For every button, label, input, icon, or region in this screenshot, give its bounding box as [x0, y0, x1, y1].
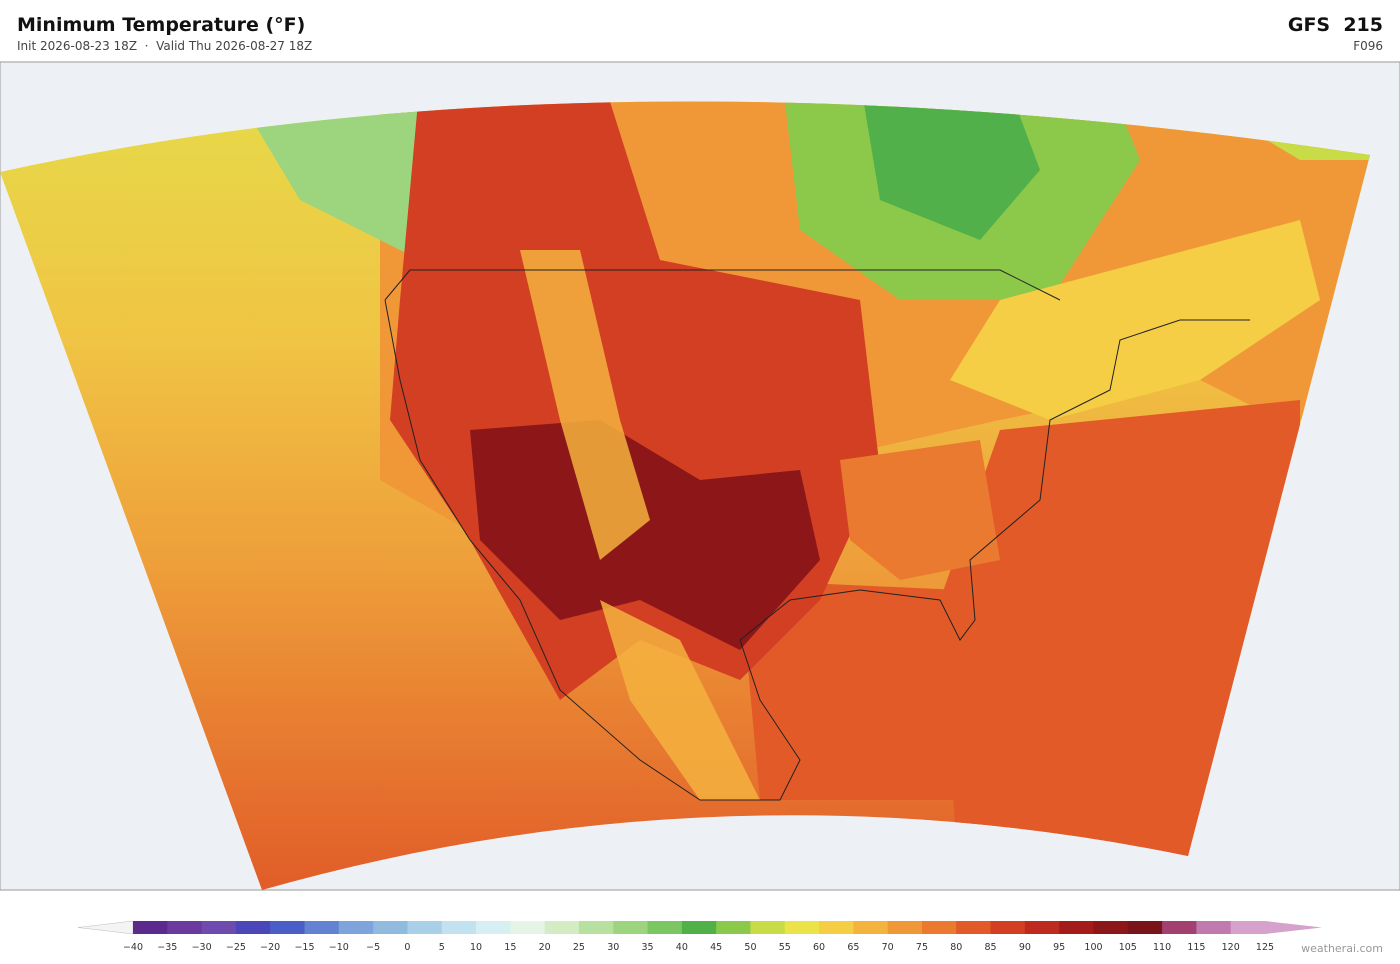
color-segment	[476, 921, 511, 934]
colorbar-label: 55	[779, 942, 791, 953]
colorbar-label: 30	[607, 942, 619, 953]
colorbar-label: 0	[404, 942, 410, 953]
colorbar-label: 120	[1222, 942, 1240, 953]
color-segment	[338, 921, 374, 934]
colorbar-label: 65	[847, 942, 859, 953]
colorbar-label: −35	[157, 942, 177, 953]
colorbar-label: 110	[1153, 942, 1171, 953]
color-segment	[716, 921, 751, 934]
colorbar-label: 40	[676, 942, 688, 953]
colorbar-label: 125	[1256, 942, 1274, 953]
colorbar-label: 95	[1053, 942, 1065, 953]
colorbar-label: 15	[504, 942, 516, 953]
colorbar: −40 −35 −30 −25 −20 −15 −10 −5 0 5 10 15 20 25 30 35 40 4…	[77, 920, 1322, 953]
colorbar-over	[1265, 921, 1322, 934]
color-segment	[270, 921, 306, 934]
colorbar-label: 35	[641, 942, 653, 953]
coastline	[384, 269, 1250, 801]
temperature-field	[0, 101, 1370, 890]
subtitle: Init 2026-08-23 18Z · Valid Thu 2026-08-…	[17, 39, 313, 53]
color-segment	[853, 921, 889, 934]
colorbar-label: 80	[950, 942, 962, 953]
colorbar-label: −40	[123, 942, 143, 953]
forecast-hour: F096	[1353, 39, 1383, 53]
color-segment	[887, 921, 923, 934]
color-segment	[647, 921, 683, 934]
colorbar-label: 90	[1019, 942, 1031, 953]
colorbar-label: 5	[439, 942, 445, 953]
colorbar-label: −5	[366, 942, 380, 953]
color-segment	[681, 921, 717, 934]
colorbar-label: −30	[192, 942, 212, 953]
color-segment	[1196, 921, 1232, 934]
colorbar-label: 85	[985, 942, 997, 953]
color-segment	[750, 921, 786, 934]
colorbar-label: 105	[1119, 942, 1137, 953]
color-segment	[1024, 921, 1060, 934]
color-segment	[235, 921, 271, 934]
color-segment	[441, 921, 477, 934]
color-segment	[510, 921, 546, 934]
color-segment	[921, 921, 957, 934]
color-segment	[167, 921, 203, 934]
color-segment	[133, 921, 168, 934]
colorbar-label: 70	[882, 942, 894, 953]
colorbar-label: 20	[539, 942, 551, 953]
color-segment	[956, 921, 992, 934]
colorbar-label: 10	[470, 942, 482, 953]
colorbar-label: 60	[813, 942, 825, 953]
color-segment	[990, 921, 1026, 934]
color-segment	[1127, 921, 1163, 934]
colorbar-label: 75	[916, 942, 928, 953]
colorbar-label: 115	[1187, 942, 1205, 953]
color-segment	[1162, 921, 1197, 934]
title: Minimum Temperature (°F)	[17, 14, 306, 36]
colorbar-label: −15	[294, 942, 314, 953]
colorbar-label: 100	[1084, 942, 1102, 953]
color-segment	[578, 921, 614, 934]
color-segment	[304, 921, 340, 934]
colorbar-label: 45	[710, 942, 722, 953]
colorbar-label: −25	[226, 942, 246, 953]
color-segment	[544, 921, 580, 934]
color-segment	[373, 921, 408, 934]
colorbar-label: 50	[744, 942, 756, 953]
colorbar-under	[77, 920, 134, 935]
colorbar-label: −10	[329, 942, 349, 953]
color-segment	[1093, 921, 1129, 934]
color-segment	[1230, 921, 1266, 934]
color-segment	[784, 921, 820, 934]
watermark: weatherai.com	[1301, 942, 1383, 955]
color-segment	[613, 921, 649, 934]
color-segment	[819, 921, 854, 934]
color-segment	[1059, 921, 1094, 934]
colorbar-label: 25	[573, 942, 585, 953]
colorbar-label: −20	[260, 942, 280, 953]
color-segment	[201, 921, 237, 934]
color-segment	[407, 921, 443, 934]
model: GFS 215	[1287, 14, 1383, 36]
